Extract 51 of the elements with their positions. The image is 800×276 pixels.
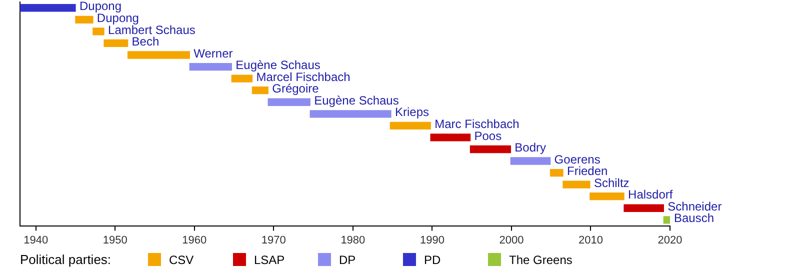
y-tick-label: Frieden: [566, 164, 608, 178]
y-tick-label: Grégoire: [272, 82, 320, 96]
bar: [562, 180, 590, 188]
y-tick-label: Krieps: [394, 105, 429, 120]
bar: [390, 122, 431, 130]
bar: [550, 168, 564, 177]
legend-title: Political parties:: [20, 252, 112, 267]
y-tick-label: Dupong: [79, 0, 122, 14]
bar: [624, 204, 664, 212]
legend-label: The Greens: [509, 252, 572, 266]
bar: [92, 28, 104, 36]
y-tick-label: Schiltz: [594, 176, 630, 190]
x-tick-label: 2010: [578, 234, 603, 246]
x-tick-label: 2000: [499, 234, 524, 246]
y-tick-label: Bech: [132, 34, 160, 49]
bar: [510, 157, 551, 165]
bar: [252, 86, 268, 94]
bar: [104, 39, 128, 48]
legend-label: PD: [424, 252, 441, 266]
y-tick-label: Schneider: [668, 199, 722, 214]
bar: [590, 192, 624, 200]
bar: [310, 110, 392, 118]
y-tick-label: Eugène Schaus: [314, 93, 399, 108]
bar: [231, 74, 253, 82]
y-tick-label: Werner: [194, 46, 233, 60]
bar: [268, 98, 310, 106]
bar: [663, 216, 670, 224]
y-tick-label: Goerens: [554, 152, 600, 166]
legend-label: LSAP: [254, 252, 285, 266]
x-tick-label: 1990: [420, 234, 444, 246]
bar: [20, 4, 76, 12]
x-tick-label: 1940: [24, 234, 48, 246]
y-tick-label: Halsdorf: [628, 188, 674, 202]
x-tick-label: 2020: [658, 234, 682, 246]
x-tick-label: 1960: [182, 234, 207, 246]
legend-label: DP: [339, 252, 356, 266]
x-tick-label: 1980: [340, 234, 366, 246]
y-tick-label: Marcel Fischbach: [256, 70, 350, 84]
x-tick-label: 1970: [261, 234, 286, 246]
y-tick-label: Bausch: [674, 211, 714, 226]
bar: [189, 62, 232, 71]
bar: [127, 51, 190, 59]
legend-label: CSV: [169, 252, 194, 266]
x-tick-label: 1950: [102, 234, 128, 246]
y-tick-label: Eugène Schaus: [236, 58, 320, 72]
y-tick-label: Poos: [474, 128, 502, 143]
bar: [470, 145, 511, 154]
y-tick-label: Bodry: [514, 140, 546, 155]
bar: [75, 16, 94, 24]
y-tick-label: Marc Fischbach: [434, 116, 520, 131]
bar: [430, 134, 471, 142]
